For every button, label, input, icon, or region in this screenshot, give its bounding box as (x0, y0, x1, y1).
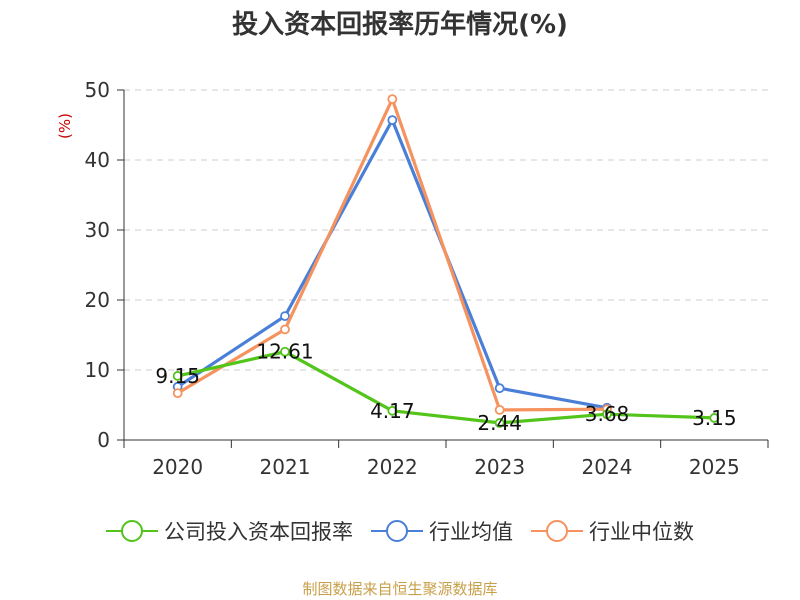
data-label: 3.68 (585, 402, 630, 426)
series-point (494, 418, 505, 428)
legend: 公司投入资本回报率 行业均值 行业中位数 (0, 516, 800, 546)
x-tick-label: 2020 (152, 455, 203, 479)
y-axis-label: (%) (56, 113, 74, 139)
series-point (172, 388, 183, 399)
series-point (387, 94, 398, 104)
y-tick-label: 10 (85, 358, 110, 382)
data-label-layer: 9.15 12.61 4.17 2.44 3.68 3.15 (155, 340, 736, 435)
data-label: 12.61 (256, 340, 313, 364)
legend-item[interactable]: 行业均值 (371, 516, 513, 546)
legend-item[interactable]: 公司投入资本回报率 (106, 516, 353, 546)
x-tick-label: 2021 (260, 455, 311, 479)
series-point (387, 405, 398, 416)
series-point (709, 413, 720, 423)
x-tick-label: 2025 (689, 455, 740, 479)
legend-label: 行业均值 (429, 520, 513, 544)
series-point (494, 383, 505, 394)
series-line (176, 118, 608, 410)
series-point (602, 409, 612, 420)
legend-marker-icon (106, 520, 158, 542)
x-tick-label: 2023 (474, 455, 525, 479)
series-point (280, 346, 290, 357)
data-label: 4.17 (370, 399, 415, 423)
grid-layer (124, 89, 768, 371)
data-label: 9.15 (155, 364, 200, 388)
chart-title: 投入资本回报率历年情况(%) (232, 10, 568, 40)
x-tick-label: 2024 (582, 455, 633, 479)
y-tick-label: 20 (85, 288, 110, 312)
series-line (177, 350, 715, 425)
legend-label: 公司投入资本回报率 (164, 520, 353, 544)
series-layer (172, 94, 720, 428)
y-tick-label: 40 (85, 148, 110, 172)
series-point (172, 371, 183, 381)
series-line (176, 97, 608, 412)
y-tick-label: 50 (85, 78, 110, 102)
series-point (494, 404, 505, 415)
legend-item[interactable]: 行业中位数 (531, 516, 694, 546)
y-tick-label: 0 (97, 428, 110, 452)
source-note: 制图数据来自恒生聚源数据库 (302, 580, 498, 598)
series-point (280, 324, 290, 335)
y-tick-label: 30 (85, 218, 110, 242)
series-point (280, 311, 290, 322)
data-label: 3.15 (692, 406, 737, 430)
x-tick-label: 2022 (367, 455, 418, 479)
legend-label: 行业中位数 (589, 520, 694, 544)
legend-marker-icon (531, 520, 583, 542)
series-point (387, 115, 398, 125)
axis-layer: 0 10 20 30 40 50 2020 2021 2022 2023 2024 2025 (%) (56, 78, 769, 479)
legend-marker-icon (371, 520, 423, 542)
data-label: 2.44 (477, 411, 522, 435)
